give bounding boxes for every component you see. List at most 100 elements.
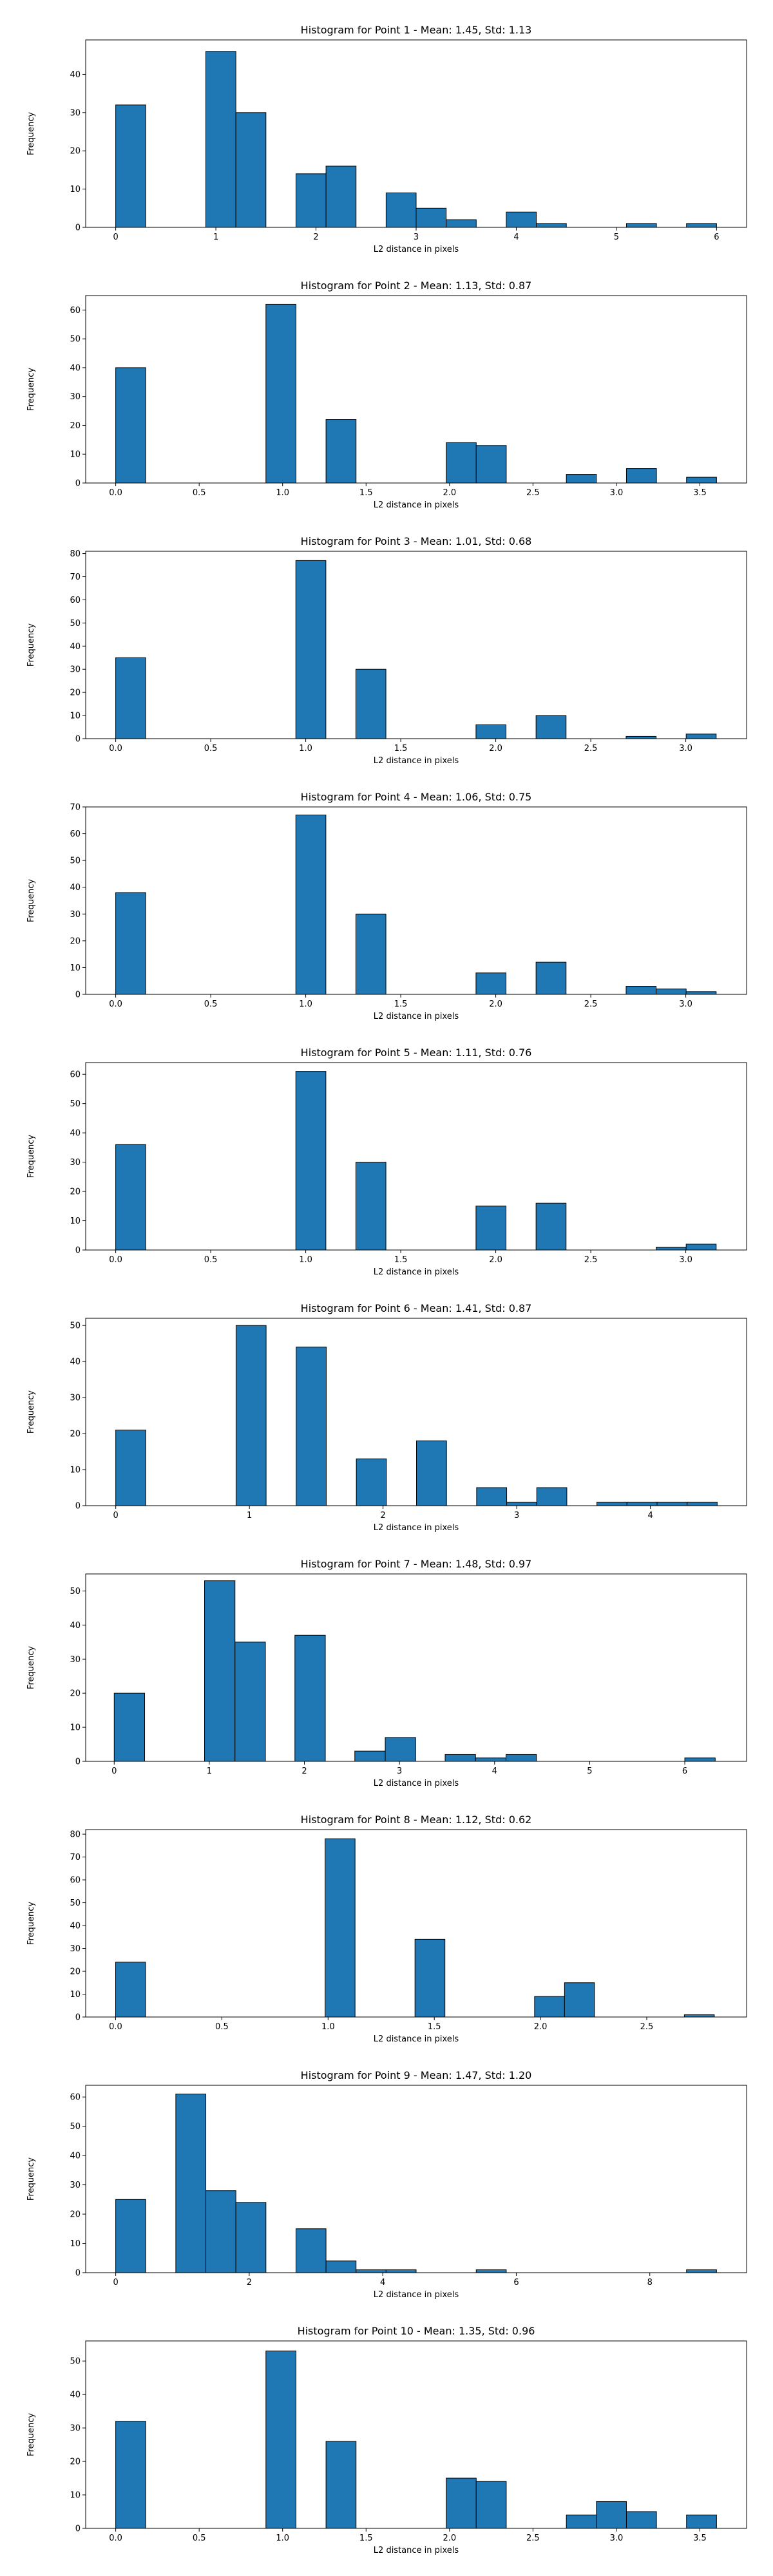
x-axis-label: L2 distance in pixels	[374, 500, 459, 510]
histogram-bar	[235, 112, 267, 228]
histogram-bar	[115, 2421, 146, 2529]
x-tick-label: 0.0	[109, 488, 122, 498]
x-tick-label: 0	[113, 1511, 119, 1520]
y-axis-label: Frequency	[26, 112, 36, 155]
y-tick-label: 40	[70, 2152, 81, 2161]
chart-title: Histogram for Point 9 - Mean: 1.47, Std:…	[301, 2069, 532, 2081]
histogram-bar	[175, 2094, 207, 2273]
axes-frame	[85, 2340, 747, 2529]
y-tick-label: 20	[70, 1967, 81, 1977]
histogram-bar	[475, 2269, 507, 2273]
y-tick-label: 30	[70, 665, 81, 675]
histogram-bar	[596, 2501, 627, 2529]
y-tick-label: 0	[75, 990, 81, 1000]
histogram-bar	[235, 1325, 267, 1506]
histogram-bar	[536, 223, 567, 228]
histogram-bar	[625, 468, 657, 484]
y-tick-label: 80	[70, 549, 81, 559]
histogram-bar	[475, 1757, 507, 1762]
x-tick-label: 6	[513, 2278, 519, 2287]
x-tick-label: 2.5	[584, 744, 598, 753]
y-tick-label: 10	[70, 185, 81, 194]
y-tick-label: 60	[70, 2093, 81, 2103]
histogram-bar	[625, 223, 657, 228]
y-axis-label: Frequency	[26, 1135, 36, 1178]
axes-frame	[85, 551, 747, 739]
histogram-bar	[566, 2514, 597, 2529]
y-tick-label: 20	[70, 936, 81, 946]
x-tick-label: 2	[301, 1766, 307, 1776]
histogram-bar	[683, 2014, 715, 2018]
y-tick-label: 40	[70, 883, 81, 893]
histogram-bar	[685, 1244, 717, 1251]
x-tick-label: 0.5	[193, 488, 206, 498]
histogram-bar	[115, 657, 146, 739]
histogram-bar	[265, 2351, 296, 2529]
y-tick-label: 10	[70, 1217, 81, 1226]
y-tick-label: 10	[70, 712, 81, 721]
histogram-bar	[475, 724, 507, 739]
x-tick-label: 0.0	[109, 2533, 122, 2543]
histogram-bar	[355, 1162, 386, 1251]
histogram-bar	[506, 1501, 537, 1506]
x-tick-label: 3.0	[679, 999, 692, 1009]
y-tick-label: 0	[75, 1757, 81, 1767]
x-tick-label: 1.5	[428, 2022, 441, 2032]
histogram-bar	[355, 913, 386, 995]
y-tick-label: 10	[70, 450, 81, 460]
x-tick-label: 0	[113, 232, 118, 242]
axes-frame	[85, 1062, 747, 1251]
y-tick-label: 0	[75, 1502, 81, 1511]
y-tick-label: 70	[70, 573, 81, 582]
y-tick-label: 40	[70, 642, 81, 652]
histogram-bar	[295, 1071, 327, 1251]
x-axis-label: L2 distance in pixels	[374, 1012, 459, 1021]
histogram-bar	[506, 211, 537, 228]
y-tick-label: 10	[70, 1990, 81, 2000]
histogram-bar	[113, 1692, 146, 1762]
histogram-bar	[446, 442, 477, 484]
histogram-bar	[325, 419, 357, 484]
y-axis-label: Frequency	[26, 1646, 36, 1689]
histogram-bar	[596, 1501, 627, 1506]
y-tick-label: 30	[70, 2424, 81, 2434]
y-tick-label: 20	[70, 2458, 81, 2467]
histogram-bar	[354, 1750, 386, 1762]
histogram-bar	[296, 1347, 327, 1506]
y-axis-label: Frequency	[26, 2157, 36, 2201]
chart-2: Histogram for Point 2 - Mean: 1.13, Std:…	[26, 279, 747, 510]
x-tick-label: 3.0	[679, 744, 692, 753]
histogram-bar	[325, 1838, 356, 2018]
x-tick-label: 2.0	[443, 2533, 456, 2543]
chart-3: Histogram for Point 3 - Mean: 1.01, Std:…	[26, 535, 747, 766]
x-tick-label: 8	[647, 2278, 653, 2287]
y-tick-label: 20	[70, 1430, 81, 1439]
x-axis-label: L2 distance in pixels	[374, 2546, 459, 2555]
histogram-bar	[475, 972, 507, 995]
y-tick-label: 50	[70, 2122, 81, 2132]
y-tick-label: 0	[75, 2524, 81, 2534]
histogram-bar	[115, 104, 146, 228]
x-tick-label: 6	[714, 232, 719, 242]
histogram-bar	[325, 2260, 357, 2273]
histogram-bar	[684, 1757, 716, 1762]
y-tick-label: 50	[70, 2357, 81, 2367]
x-tick-label: 1	[213, 232, 218, 242]
x-tick-label: 0.0	[109, 999, 122, 1009]
histogram-bar	[685, 734, 717, 739]
chart-5: Histogram for Point 5 - Mean: 1.11, Std:…	[26, 1046, 747, 1277]
histogram-bar	[534, 1996, 565, 2018]
x-tick-label: 2.0	[489, 1255, 502, 1265]
histogram-bar	[115, 892, 146, 995]
y-tick-label: 0	[75, 223, 81, 233]
y-tick-label: 50	[70, 1321, 81, 1331]
x-tick-label: 4	[513, 232, 519, 242]
histogram-bar	[115, 1429, 146, 1506]
x-tick-label: 1.0	[299, 999, 312, 1009]
histogram-bar	[535, 961, 567, 995]
y-tick-label: 50	[70, 1899, 81, 1908]
histogram-bar	[325, 166, 357, 228]
x-tick-label: 1.0	[276, 488, 289, 498]
histogram-bar	[234, 1642, 266, 1762]
